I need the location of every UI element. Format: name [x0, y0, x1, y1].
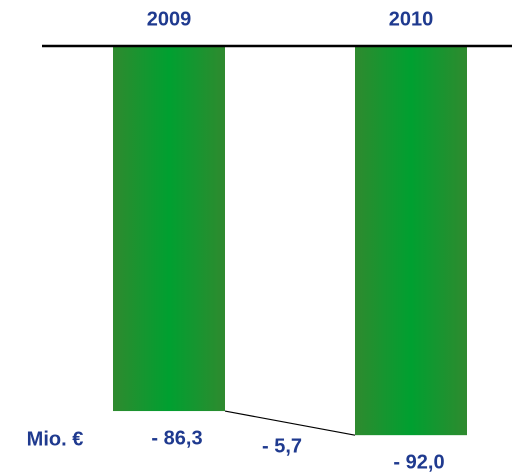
connector-line	[224, 410, 356, 436]
value-label: - 92,0	[393, 451, 444, 473]
unit-label: Mio. €	[27, 428, 84, 450]
category-label: 2009	[147, 8, 192, 30]
value-label: - 86,3	[151, 427, 202, 449]
difference-label: - 5,7	[262, 435, 302, 457]
category-label: 2010	[389, 8, 434, 30]
bar	[113, 46, 225, 412]
bar	[355, 46, 467, 436]
